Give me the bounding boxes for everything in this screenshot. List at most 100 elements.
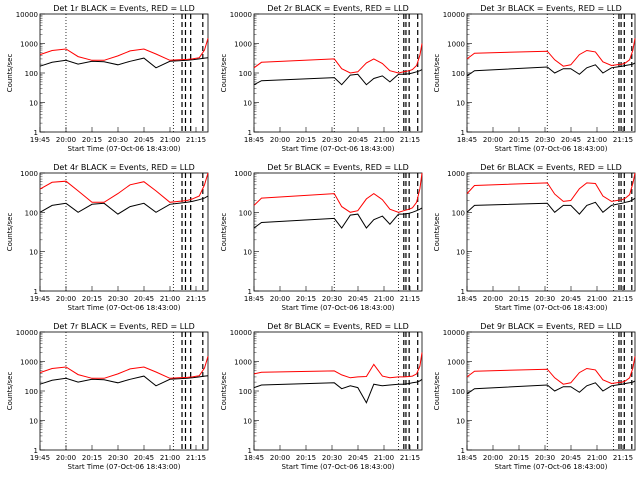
y-axis-label: Counts/sec [6,54,14,93]
y-tick-label: 100 [25,388,38,396]
x-tick-label: 20:15 [82,295,102,303]
x-tick-label: 21:00 [587,454,607,462]
x-tick-label: 18:45 [244,136,264,144]
y-tick-label: 100 [452,70,465,78]
y-tick-label: 10 [243,100,252,108]
panel-title: Det 7r BLACK = Events, RED = LLD [53,322,195,331]
x-tick-label: 20:15 [509,136,529,144]
x-tick-label: 20:30 [322,295,342,303]
x-tick-label: 21:00 [587,136,607,144]
series-line-events [253,378,423,404]
y-tick-label: 100 [452,388,465,396]
panel-title: Det 9r BLACK = Events, RED = LLD [480,322,622,331]
y-axis-label: Counts/sec [6,372,14,411]
x-tick-label: 20:45 [134,295,154,303]
x-tick-label: 18:45 [457,295,477,303]
x-tick-label: 19:45 [30,295,50,303]
y-tick-label: 1000 [447,41,465,49]
x-tick-label: 21:15 [613,136,633,144]
x-tick-label: 20:45 [348,295,368,303]
plot-frame [253,172,423,292]
y-tick-label: 1 [248,447,252,455]
y-tick-label: 10000 [230,11,252,19]
panel-title: Det 4r BLACK = Events, RED = LLD [53,163,195,172]
x-tick-label: 21:15 [613,295,633,303]
series-line-lld [466,38,636,67]
y-tick-label: 10 [29,249,38,257]
y-tick-label: 10 [243,418,252,426]
x-tick-label: 20:15 [509,295,529,303]
x-tick-label: 20:45 [561,136,581,144]
y-tick-label: 10 [243,249,252,257]
y-tick-label: 10000 [443,11,465,19]
y-axis-label: Counts/sec [433,213,441,252]
series-line-lld [253,352,423,379]
panel-det-3: Det 3r BLACK = Events, RED = LLD 1 10 100 10… [433,4,636,153]
series-line-events [466,380,636,395]
x-tick-label: 20:15 [82,454,102,462]
plot-frame [466,331,636,451]
x-tick-label: 21:00 [374,454,394,462]
panel-det-2: Det 2r BLACK = Events, RED = LLD 1 10 100 10… [220,4,423,153]
series-line-lld [39,38,209,61]
y-tick-label: 10 [456,100,465,108]
panel-det-9: Det 9r BLACK = Events, RED = LLD 1 10 100 10… [433,322,636,471]
x-tick-label: 20:45 [561,295,581,303]
y-tick-label: 1000 [447,170,465,178]
y-tick-label: 1 [34,288,38,296]
y-tick-label: 10 [29,100,38,108]
plot-frame [39,172,209,292]
y-tick-label: 1 [248,129,252,137]
series-line-events [39,57,209,69]
x-tick-label: 21:00 [160,295,180,303]
y-tick-label: 100 [239,388,252,396]
y-tick-label: 1 [461,288,465,296]
plot-frame [466,13,636,133]
x-tick-label: 19:45 [30,136,50,144]
plot-frame [39,13,209,133]
y-tick-label: 10000 [443,329,465,337]
x-tick-label: 21:15 [400,454,420,462]
panel-title: Det 2r BLACK = Events, RED = LLD [267,4,409,13]
panel-det-7: Det 7r BLACK = Events, RED = LLD 1 10 100 10… [6,322,209,471]
x-axis-label: Start Time (07-Oct-06 18:43:00) [282,463,395,471]
y-tick-label: 10 [456,418,465,426]
series-line-events [466,62,636,77]
x-axis-label: Start Time (07-Oct-06 18:43:00) [495,304,608,312]
panel-title: Det 3r BLACK = Events, RED = LLD [480,4,622,13]
y-tick-label: 1 [461,129,465,137]
x-tick-label: 20:15 [82,136,102,144]
x-tick-label: 18:45 [244,454,264,462]
x-tick-label: 20:00 [270,136,290,144]
y-tick-label: 1000 [234,41,252,49]
x-tick-label: 20:30 [108,454,128,462]
series-line-lld [253,172,423,213]
x-axis-label: Start Time (07-Oct-06 18:43:00) [68,463,181,471]
x-tick-label: 18:45 [244,295,264,303]
x-tick-label: 20:00 [56,454,76,462]
x-tick-label: 21:00 [374,295,394,303]
x-tick-label: 20:00 [56,136,76,144]
y-tick-label: 10000 [16,329,38,337]
x-tick-label: 21:00 [160,454,180,462]
series-line-lld [253,43,423,74]
plot-frame [253,331,423,451]
x-tick-label: 20:45 [348,454,368,462]
y-tick-label: 1000 [20,359,38,367]
x-tick-label: 21:00 [160,136,180,144]
x-axis-label: Start Time (07-Oct-06 18:43:00) [282,304,395,312]
panel-det-1: Det 1r BLACK = Events, RED = LLD 1 10 100 10… [6,4,209,153]
series-line-events [39,195,209,215]
x-tick-label: 21:15 [613,454,633,462]
x-axis-label: Start Time (07-Oct-06 18:43:00) [68,145,181,153]
x-tick-label: 21:15 [400,295,420,303]
x-tick-label: 21:15 [186,136,206,144]
y-tick-label: 1 [34,129,38,137]
y-tick-label: 10000 [230,329,252,337]
x-tick-label: 20:30 [322,136,342,144]
x-tick-label: 20:30 [535,295,555,303]
series-line-lld [466,172,636,202]
y-axis-label: Counts/sec [220,372,228,411]
panel-title: Det 6r BLACK = Events, RED = LLD [480,163,622,172]
panel-title: Det 8r BLACK = Events, RED = LLD [267,322,409,331]
